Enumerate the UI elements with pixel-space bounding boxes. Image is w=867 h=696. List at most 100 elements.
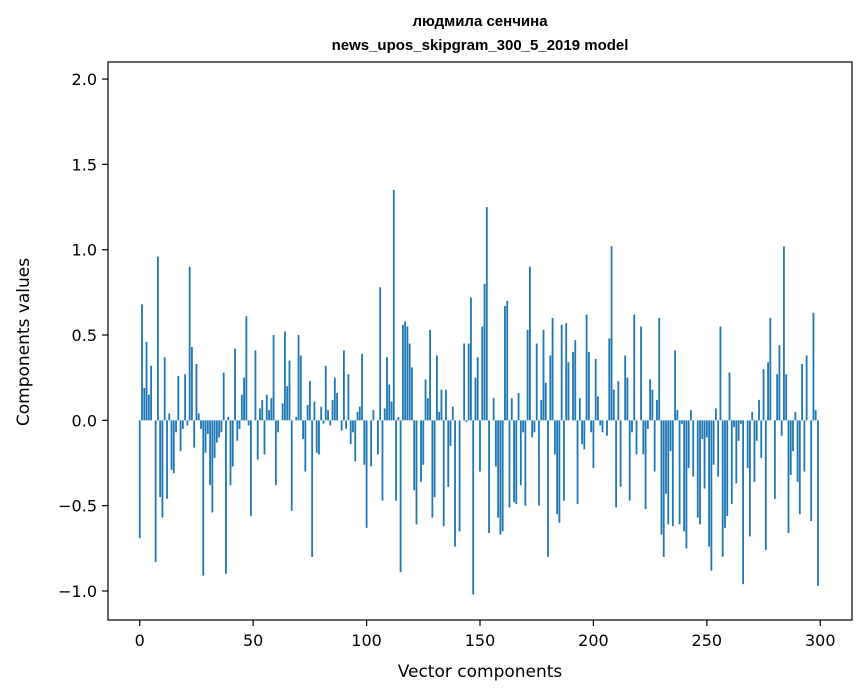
bar-224 <box>646 420 649 429</box>
bar-49 <box>250 420 252 516</box>
bar-247 <box>699 420 701 525</box>
bar-118 <box>406 326 409 421</box>
bar-263 <box>735 420 738 484</box>
bar-219 <box>635 420 638 455</box>
bar-299 <box>817 420 819 586</box>
bar-291 <box>798 420 801 515</box>
x-tick-label: 250 <box>692 631 723 650</box>
bar-45 <box>240 394 243 421</box>
bar-78 <box>315 420 318 453</box>
bar-95 <box>354 420 357 462</box>
bar-137 <box>449 420 452 446</box>
bar-35 <box>218 420 221 438</box>
bar-138 <box>451 406 454 421</box>
bar-261 <box>730 420 733 504</box>
bar-289 <box>794 411 797 421</box>
bar-8 <box>157 256 159 421</box>
x-axis: 0 50 100 150 200 250 300 <box>135 620 836 650</box>
bar-79 <box>318 420 320 455</box>
bar-129 <box>431 420 434 518</box>
bar-237 <box>676 410 679 421</box>
bar-278 <box>769 317 772 421</box>
bar-145 <box>467 343 470 421</box>
bar-150 <box>479 420 481 472</box>
bar-69 <box>295 416 298 421</box>
bar-170 <box>524 420 527 506</box>
bar-273 <box>758 399 760 421</box>
bar-243 <box>690 410 692 421</box>
bar-47 <box>245 316 248 421</box>
bar-175 <box>535 343 538 421</box>
bar-251 <box>708 420 710 547</box>
bar-89 <box>340 420 343 431</box>
bar-171 <box>526 329 529 421</box>
bar-121 <box>413 420 416 491</box>
bar-202 <box>597 396 599 421</box>
bar-180 <box>547 420 549 557</box>
bar-105 <box>377 420 379 455</box>
bar-112 <box>392 189 395 421</box>
bar-70 <box>297 335 300 421</box>
x-tick-label: 150 <box>465 631 496 650</box>
bar-272 <box>755 420 758 441</box>
bar-259 <box>726 420 729 516</box>
bar-252 <box>710 420 713 571</box>
bar-11 <box>163 357 166 421</box>
bar-238 <box>678 420 681 525</box>
bar-36 <box>220 420 223 433</box>
bar-178 <box>542 329 545 421</box>
bar-226 <box>651 389 654 421</box>
bar-91 <box>345 420 348 429</box>
bar-77 <box>313 401 316 421</box>
bar-141 <box>458 420 461 532</box>
bar-144 <box>465 420 468 423</box>
bar-21 <box>186 420 189 426</box>
bar-293 <box>803 420 806 472</box>
bar-235 <box>671 420 674 527</box>
bar-126 <box>424 379 427 421</box>
bar-193 <box>576 420 579 504</box>
bar-173 <box>531 420 534 438</box>
bar-19 <box>181 420 184 429</box>
bar-277 <box>767 362 769 421</box>
bar-17 <box>177 375 180 421</box>
bar-244 <box>692 420 695 477</box>
bar-191 <box>572 352 574 421</box>
bar-115 <box>399 420 402 573</box>
bar-210 <box>615 420 617 508</box>
bar-23 <box>191 346 193 421</box>
bar-214 <box>624 355 627 421</box>
bar-159 <box>499 420 502 535</box>
chart-subtitle: news_upos_skipgram_300_5_2019 model <box>332 37 629 54</box>
bar-139 <box>454 420 456 547</box>
bar-48 <box>247 420 250 426</box>
bar-166 <box>515 420 518 504</box>
bar-266 <box>742 420 745 585</box>
bar-156 <box>492 398 495 421</box>
bar-218 <box>633 314 636 421</box>
bar-203 <box>599 420 602 426</box>
bar-234 <box>669 420 672 452</box>
bar-284 <box>783 246 785 421</box>
chart-title: людмила сенчина <box>412 13 548 30</box>
bar-97 <box>358 406 361 421</box>
bar-64 <box>284 331 286 421</box>
bar-86 <box>333 377 336 421</box>
bar-10 <box>161 420 164 518</box>
bar-102 <box>370 420 373 467</box>
bar-270 <box>751 411 754 421</box>
bar-127 <box>426 398 429 421</box>
bar-212 <box>619 420 622 487</box>
bar-239 <box>680 420 683 424</box>
bar-9 <box>159 420 162 498</box>
bar-28 <box>202 420 205 576</box>
bar-248 <box>701 420 704 440</box>
bar-269 <box>749 420 751 537</box>
bar-25 <box>195 364 198 421</box>
bar-240 <box>683 420 686 532</box>
bar-172 <box>529 266 531 421</box>
bar-75 <box>308 381 311 421</box>
bar-1 <box>141 304 143 421</box>
bar-229 <box>658 317 661 421</box>
bar-285 <box>785 374 788 421</box>
